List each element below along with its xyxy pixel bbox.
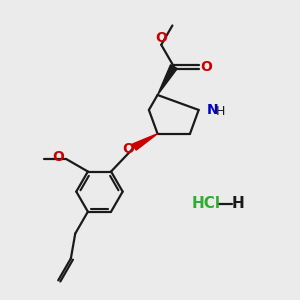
Text: O: O bbox=[155, 31, 167, 45]
Text: H: H bbox=[216, 105, 225, 118]
Text: O: O bbox=[200, 60, 212, 74]
Polygon shape bbox=[133, 134, 158, 150]
Polygon shape bbox=[158, 65, 177, 95]
Text: N: N bbox=[207, 103, 219, 117]
Text: HCl: HCl bbox=[192, 196, 221, 211]
Text: H: H bbox=[231, 196, 244, 211]
Text: O: O bbox=[122, 142, 134, 155]
Text: O: O bbox=[52, 150, 64, 164]
